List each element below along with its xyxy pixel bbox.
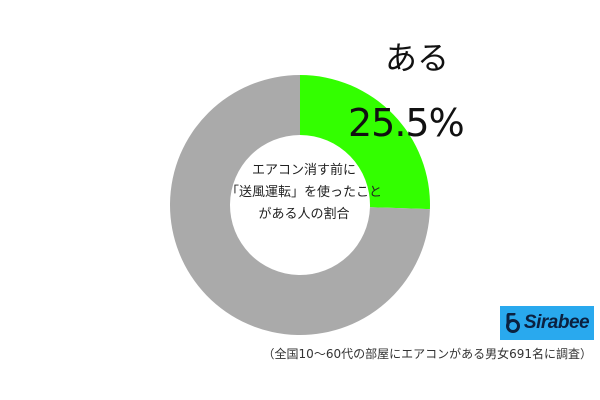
sirabee-logo: Sirabee	[500, 306, 594, 340]
center-label-line-2: 「送風運転」を使ったこと	[225, 185, 382, 200]
slice-label-value: 25.5%	[348, 101, 465, 145]
center-label-line-1: エアコン消す前に	[251, 163, 356, 178]
sirabee-mark-icon	[505, 313, 520, 333]
center-label-line-3: がある人の割合	[258, 207, 350, 222]
slice-label-name: ある	[385, 39, 450, 77]
chart-center-label: エアコン消す前に 「送風運転」を使ったこと がある人の割合	[224, 160, 384, 226]
sirabee-logo-text: Sirabee	[523, 312, 590, 333]
donut-slice-1	[300, 75, 430, 210]
survey-footnote: （全国10〜60代の部屋にエアコンがある男女691名に調査）	[262, 347, 592, 361]
donut-slice-2	[169, 75, 430, 335]
